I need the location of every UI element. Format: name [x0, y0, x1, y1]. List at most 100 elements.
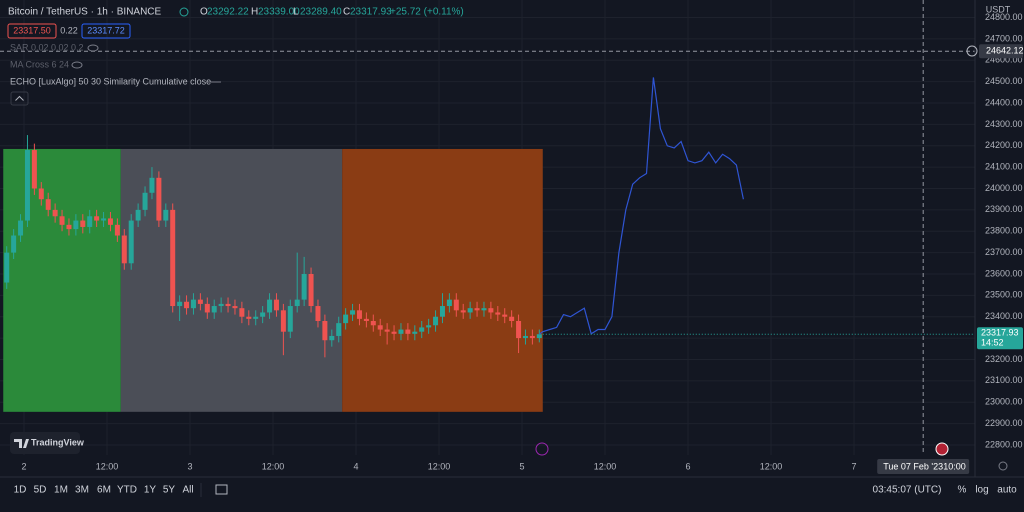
candle-body [11, 235, 17, 253]
range-button[interactable]: 1M [54, 485, 68, 496]
y-tick-label: 23900.00 [985, 204, 1023, 214]
candle-body [204, 303, 210, 313]
y-tick-label: 24200.00 [985, 140, 1023, 150]
candle-body [170, 209, 176, 307]
candle-body [114, 224, 120, 236]
range-button[interactable]: 3M [75, 485, 89, 496]
candle-body [536, 334, 542, 339]
y-tick-label: 23700.00 [985, 247, 1023, 257]
bid-box[interactable] [7, 23, 57, 39]
candle-body [4, 252, 10, 283]
collapse-button[interactable] [10, 91, 29, 106]
candle-body [156, 177, 162, 221]
candle-body [59, 216, 65, 225]
candle-body [142, 192, 148, 210]
y-tick-label: 23000.00 [985, 397, 1023, 407]
add-icon[interactable] [966, 45, 978, 57]
ask-box[interactable] [81, 23, 131, 39]
candle-body [343, 314, 349, 324]
candle-body [190, 299, 196, 309]
candle-body [370, 321, 376, 326]
range-button[interactable]: 1Y [144, 485, 157, 496]
indicator[interactable]: MA Cross 6 24 [10, 59, 69, 69]
candle-body [315, 306, 321, 322]
candle-body [239, 308, 245, 317]
candle-body [52, 209, 58, 217]
event-icon[interactable] [535, 442, 549, 456]
crosshair-date: Tue 07 Feb '23 [883, 461, 943, 471]
ohlc-key: C [343, 7, 350, 18]
candle-body [163, 209, 169, 221]
range-button[interactable]: 5D [34, 485, 47, 496]
scale-option[interactable]: auto [997, 485, 1017, 496]
y-tick-label: 23400.00 [985, 311, 1023, 321]
compare-icon[interactable] [215, 484, 228, 495]
range-button[interactable]: 1D [14, 485, 27, 496]
candle-body [280, 310, 286, 332]
visibility-icon[interactable] [71, 61, 83, 69]
candle-body [232, 306, 238, 309]
ohlc-value: 23289.40 [300, 7, 342, 18]
settings-icon[interactable] [998, 461, 1008, 471]
x-tick-label: 7 [852, 461, 857, 471]
candle-body [31, 150, 37, 189]
currency[interactable]: USDT [986, 4, 1011, 14]
logo[interactable]: TradingView [31, 437, 85, 447]
candle-body [350, 310, 356, 315]
candle-body [128, 220, 134, 264]
crosshair-time: 10:00 [943, 461, 966, 471]
y-tick-label: 24600.00 [985, 55, 1023, 65]
range-button[interactable]: 6M [97, 485, 111, 496]
candle-body [38, 188, 44, 200]
visibility-icon[interactable] [87, 44, 99, 52]
event-icon[interactable] [935, 442, 949, 456]
symbol[interactable]: Bitcoin / TetherUS · 1h · BINANCE [8, 7, 162, 18]
candle-body [177, 301, 183, 307]
indicator[interactable]: SAR 0.02 0.02 0.2 [10, 42, 84, 52]
y-tick-label: 23600.00 [985, 268, 1023, 278]
candle-body [433, 316, 439, 326]
candle-body [481, 308, 487, 311]
candle-body [522, 335, 528, 339]
candle-body [336, 323, 342, 336]
candle-body [391, 331, 397, 334]
clock[interactable]: 03:45:07 (UTC) [873, 485, 942, 496]
candle-body [322, 321, 328, 341]
range-button[interactable]: 5Y [163, 485, 176, 496]
candle-body [529, 335, 535, 339]
candle-body [474, 308, 480, 311]
candle-body [405, 329, 411, 334]
scale-option[interactable]: log [975, 485, 988, 496]
candle-body [121, 235, 127, 264]
ohlc-key: O [200, 7, 208, 18]
candle-body [225, 303, 231, 307]
candle-body [419, 327, 425, 332]
candle-body [197, 299, 203, 304]
crosshair-y-box [979, 44, 1023, 59]
candle-body [87, 216, 93, 227]
indicator[interactable]: ECHO [LuxAlgo] 50 30 Similarity Cumulati… [10, 76, 211, 86]
candle-body [488, 308, 494, 313]
candle-body [460, 310, 466, 313]
logo-mark [14, 439, 29, 448]
logo-box[interactable] [10, 432, 80, 454]
candle-body [135, 209, 141, 221]
scale-option[interactable]: % [958, 485, 967, 496]
chevron [15, 95, 24, 101]
candle-body [218, 303, 224, 307]
change: +25.72 (+0.11%) [390, 7, 464, 18]
range-button[interactable]: YTD [117, 485, 137, 496]
candle-body [94, 216, 100, 221]
candle-body [329, 335, 335, 341]
ask: 23317.72 [87, 25, 125, 35]
range-button[interactable]: All [182, 485, 193, 496]
candle-body [66, 224, 72, 230]
candle-body [453, 299, 459, 311]
candle-body [412, 331, 418, 334]
candle-body [384, 329, 390, 332]
y-tick-label: 24800.00 [985, 12, 1023, 22]
candle-body [73, 220, 79, 230]
candle-body [18, 220, 24, 236]
candle-body [502, 314, 508, 317]
candle-body [509, 316, 515, 322]
